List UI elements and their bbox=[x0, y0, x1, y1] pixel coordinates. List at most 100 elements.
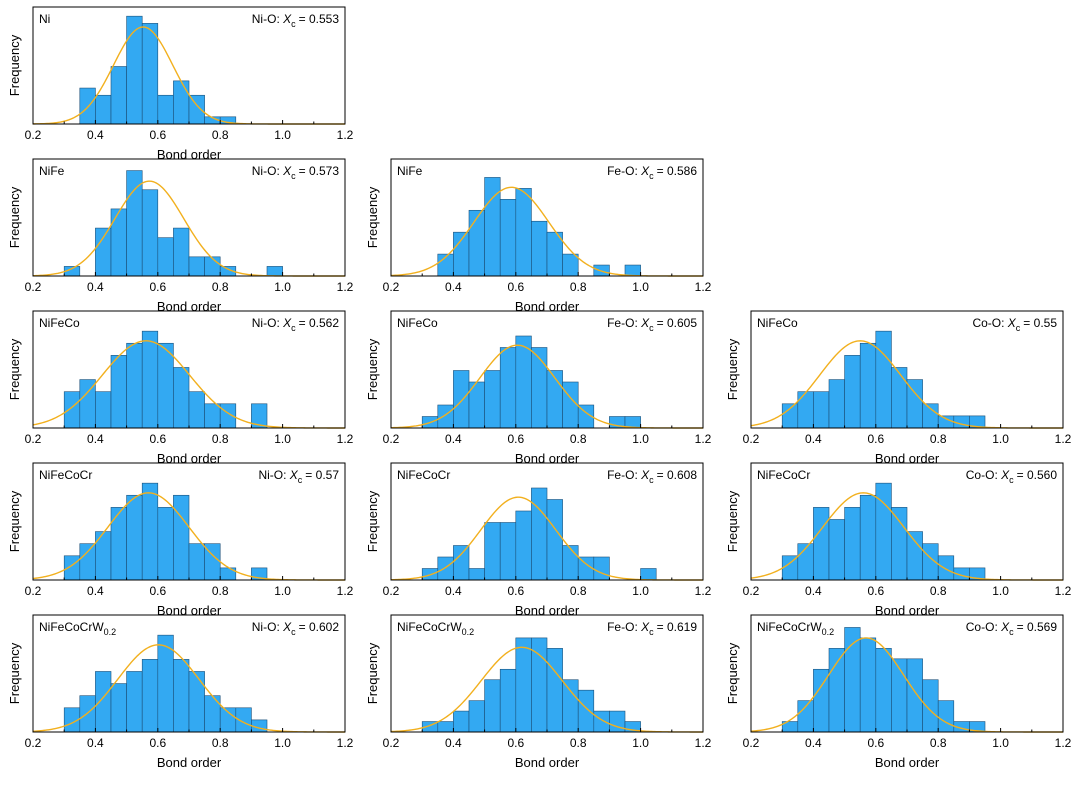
bond-type: Co-O bbox=[966, 468, 995, 482]
histogram-bar bbox=[562, 381, 579, 429]
histogram-bar bbox=[157, 237, 174, 277]
x-axis-label: Bond order bbox=[515, 451, 580, 466]
xc-symbol: X bbox=[289, 468, 299, 482]
histogram-bar bbox=[859, 342, 877, 429]
histogram-bar bbox=[531, 487, 548, 581]
histogram-bar bbox=[484, 679, 501, 733]
histogram-bar bbox=[593, 556, 610, 581]
x-tick-label: 0.6 bbox=[507, 280, 524, 294]
histogram-panel: 0.2 0.4 0.6 0.8 1.0 1.2 Bond order Frequency NiF… bbox=[365, 614, 712, 770]
xc-symbol: X bbox=[282, 164, 292, 178]
annotation-colon: : bbox=[1001, 316, 1008, 330]
histogram-bar bbox=[266, 266, 283, 277]
xc-subscript: c bbox=[291, 627, 296, 637]
histogram-bar bbox=[531, 637, 548, 733]
xc-subscript: c bbox=[1016, 323, 1021, 333]
xc-value: = 0.608 bbox=[657, 468, 698, 482]
alloy-name: NiFeCo bbox=[397, 316, 438, 330]
x-tick-label: 0.6 bbox=[149, 280, 166, 294]
xc-subscript: c bbox=[649, 627, 654, 637]
x-tick-label: 0.2 bbox=[25, 128, 42, 142]
xc-value: = 0.602 bbox=[299, 620, 340, 634]
x-tick-label: 1.2 bbox=[695, 584, 712, 598]
xc-subscript: c bbox=[1009, 627, 1014, 637]
x-tick-label: 0.8 bbox=[570, 280, 587, 294]
histogram-bar bbox=[173, 494, 190, 581]
histogram-bar bbox=[126, 15, 143, 125]
xc-symbol: X bbox=[1000, 620, 1010, 634]
histogram-bar bbox=[515, 637, 532, 733]
xc-symbol: X bbox=[640, 316, 650, 330]
histogram-bar bbox=[499, 199, 517, 277]
histogram-bar bbox=[844, 355, 861, 429]
x-tick-label: 0.8 bbox=[570, 584, 587, 598]
xc-symbol: X bbox=[282, 620, 292, 634]
histogram-bar bbox=[141, 482, 159, 581]
xc-symbol: X bbox=[640, 164, 650, 178]
histogram-bar bbox=[204, 256, 221, 277]
histogram-bar bbox=[937, 415, 955, 429]
xc-annotation: Fe-O: Xc = 0.605 bbox=[607, 316, 697, 333]
y-axis-label: Frequency bbox=[365, 186, 380, 248]
xc-value: = 0.57 bbox=[305, 468, 339, 482]
x-axis-label: Bond order bbox=[157, 299, 222, 314]
x-tick-label: 0.8 bbox=[570, 736, 587, 750]
x-tick-label: 0.2 bbox=[383, 736, 400, 750]
bond-type: Ni-O bbox=[252, 620, 277, 634]
histogram-bar bbox=[204, 695, 221, 733]
x-tick-label: 0.2 bbox=[25, 280, 42, 294]
alloy-label: NiFeCo bbox=[39, 316, 80, 330]
alloy-label: NiFeCo bbox=[757, 316, 798, 330]
x-tick-label: 0.8 bbox=[212, 584, 229, 598]
histogram-bar bbox=[484, 370, 501, 429]
x-tick-label: 1.0 bbox=[632, 280, 649, 294]
histogram-bar bbox=[875, 648, 892, 733]
x-axis-label: Bond order bbox=[157, 451, 222, 466]
histogram-bar bbox=[906, 658, 923, 733]
histogram-panel: 0.2 0.4 0.6 0.8 1.0 1.2 Bond order Frequency NiF… bbox=[7, 158, 354, 314]
bond-type: Co-O bbox=[972, 316, 1001, 330]
x-axis-label: Bond order bbox=[515, 603, 580, 618]
histogram-bar bbox=[453, 710, 470, 733]
histogram-bar bbox=[188, 94, 205, 125]
gaussian-fit-curve bbox=[390, 646, 703, 733]
x-tick-label: 1.2 bbox=[695, 736, 712, 750]
histogram-bar bbox=[875, 330, 892, 429]
bond-type: Ni-O bbox=[252, 12, 277, 26]
x-tick-label: 0.4 bbox=[445, 432, 462, 446]
histogram-bar bbox=[173, 659, 190, 733]
y-axis-label: Frequency bbox=[7, 490, 22, 552]
histogram-bar bbox=[640, 568, 657, 581]
alloy-label: NiFeCoCrW0.2 bbox=[397, 620, 474, 637]
xc-subscript: c bbox=[291, 323, 296, 333]
x-tick-label: 1.2 bbox=[695, 280, 712, 294]
xc-annotation: Co-O: Xc = 0.55 bbox=[972, 316, 1057, 333]
alloy-label: NiFe bbox=[397, 164, 423, 178]
alloy-label: NiFeCo bbox=[397, 316, 438, 330]
histogram-bar bbox=[468, 700, 485, 733]
x-tick-label: 0.8 bbox=[570, 432, 587, 446]
x-tick-label: 1.0 bbox=[274, 128, 291, 142]
histogram-bar bbox=[173, 367, 190, 429]
xc-symbol: X bbox=[1000, 468, 1010, 482]
histogram-panel: 0.2 0.4 0.6 0.8 1.0 1.2 Bond order Frequency NiF… bbox=[365, 462, 712, 618]
alloy-name: NiFeCoCrW bbox=[397, 620, 462, 634]
xc-annotation: Fe-O: Xc = 0.586 bbox=[607, 164, 697, 181]
x-tick-label: 0.6 bbox=[867, 736, 884, 750]
x-tick-label: 0.2 bbox=[743, 584, 760, 598]
annotation-colon: : bbox=[276, 620, 283, 634]
x-tick-label: 0.4 bbox=[87, 584, 104, 598]
annotation-colon: : bbox=[276, 316, 283, 330]
histogram-bar bbox=[859, 637, 877, 733]
histogram-bar bbox=[844, 507, 861, 581]
xc-subscript: c bbox=[649, 475, 654, 485]
histogram-bar bbox=[953, 415, 970, 429]
x-tick-label: 0.2 bbox=[25, 432, 42, 446]
histogram-bar bbox=[531, 220, 548, 277]
xc-annotation: Ni-O: Xc = 0.57 bbox=[258, 468, 339, 485]
histogram-bar bbox=[797, 700, 814, 733]
annotation-colon: : bbox=[276, 164, 283, 178]
histogram-bar bbox=[95, 531, 112, 581]
histogram-panel: 0.2 0.4 0.6 0.8 1.0 1.2 Bond order Frequency NiF… bbox=[7, 462, 354, 618]
histogram-bar bbox=[546, 499, 563, 581]
